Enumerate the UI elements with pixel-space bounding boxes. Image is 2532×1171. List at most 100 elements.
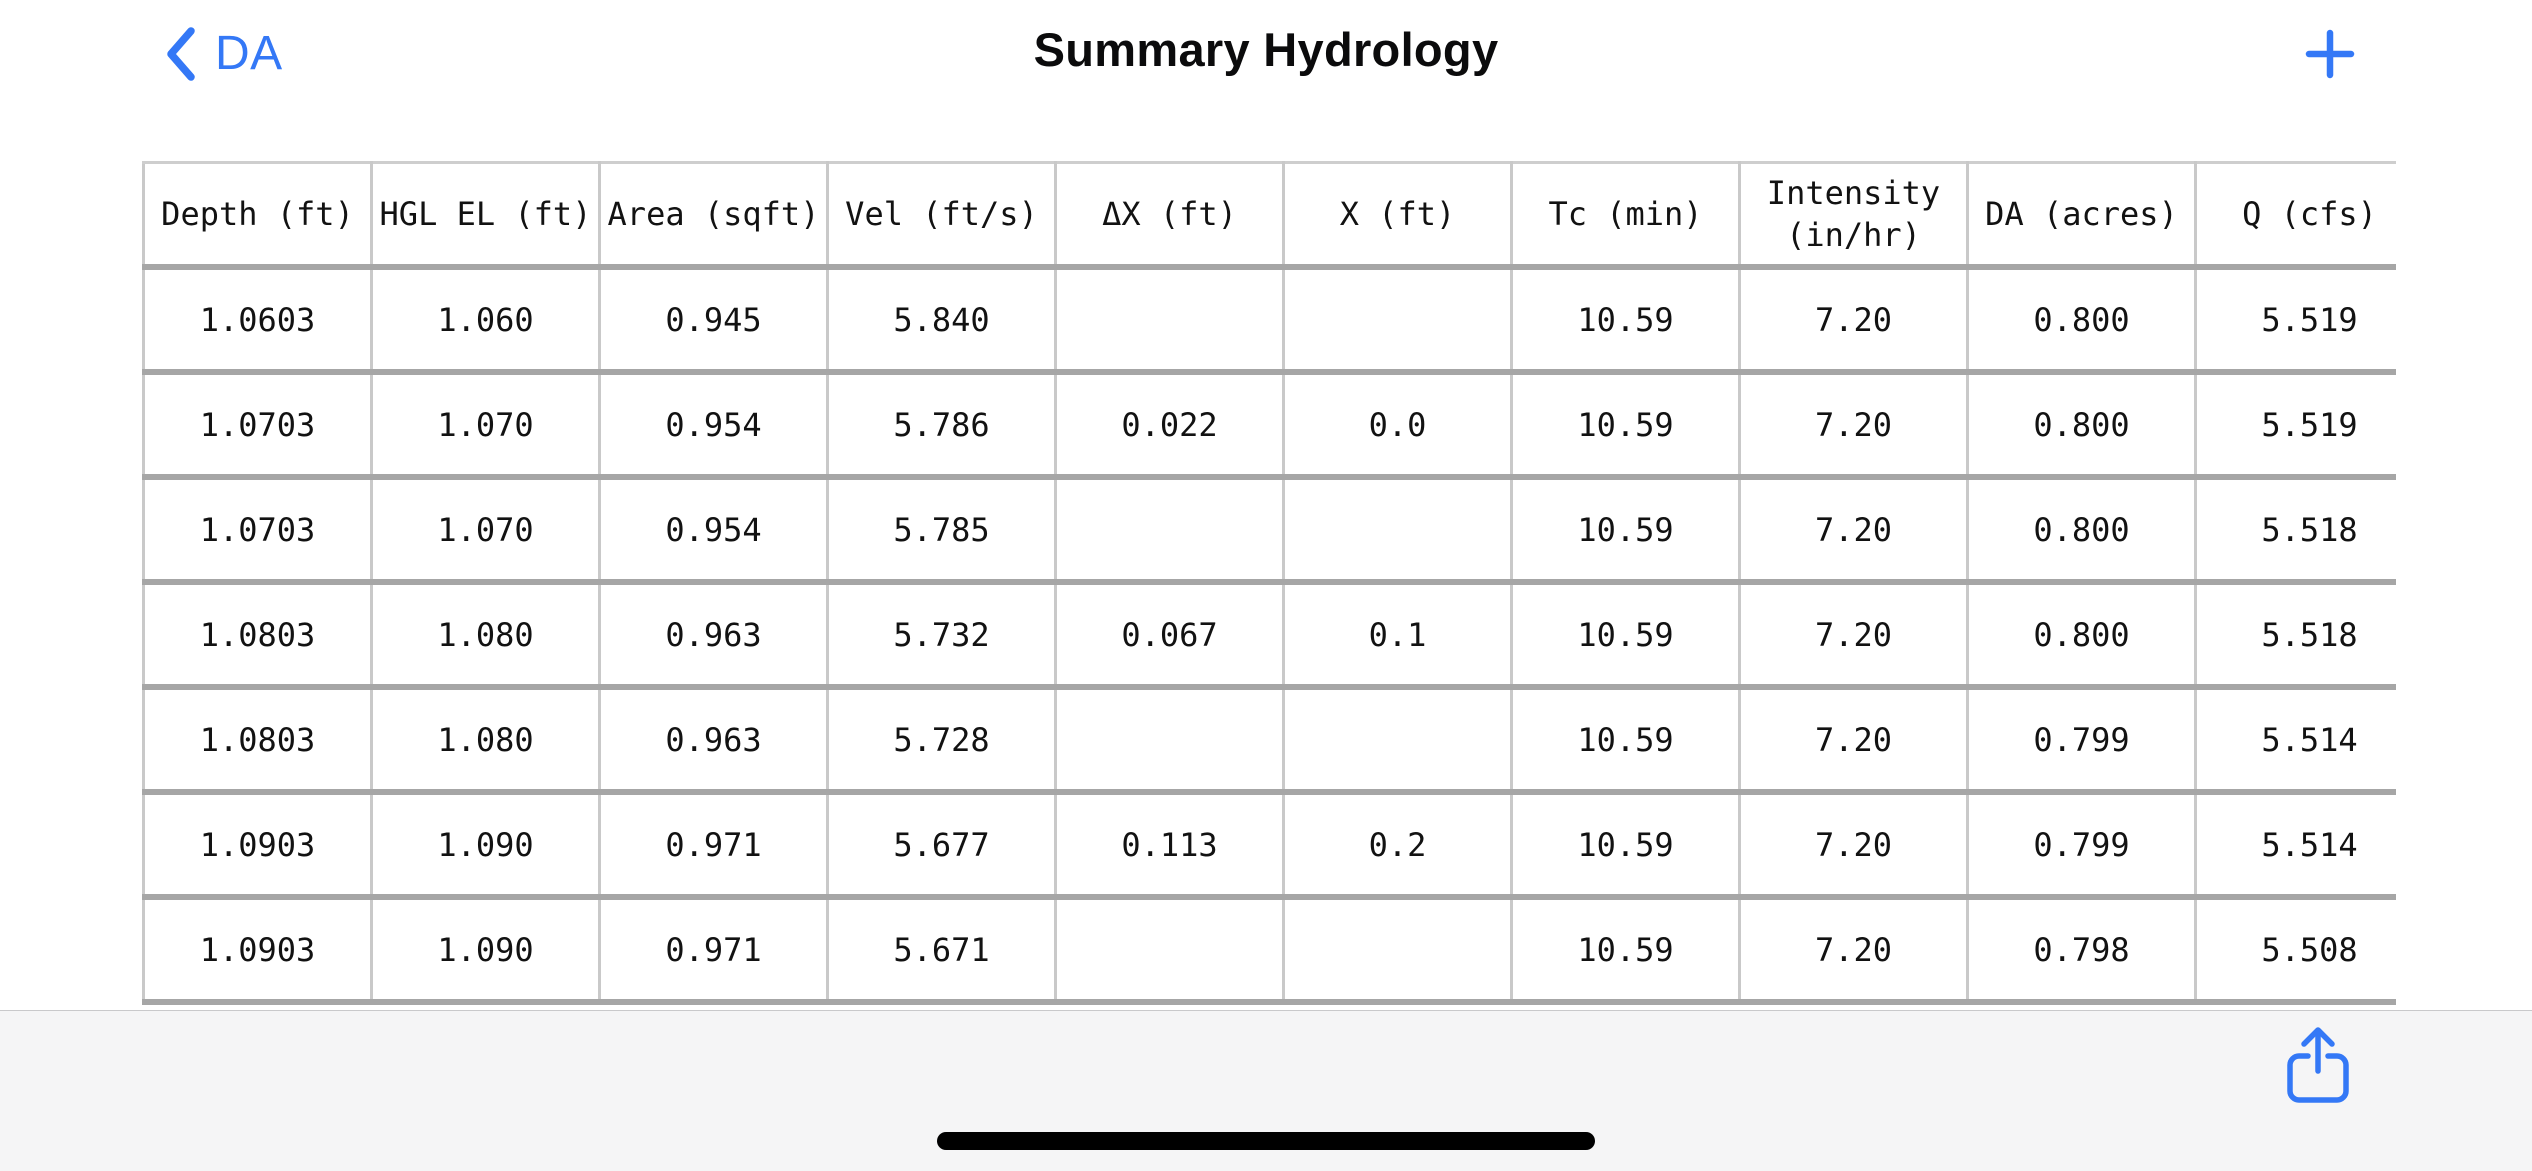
table-cell: 5.518 — [2194, 474, 2396, 585]
table-row: 1.0703 1.070 0.954 5.785 10.59 7.20 0.800 5.518 — [142, 474, 2396, 585]
table-cell: 1.060 — [370, 264, 601, 375]
table-cell: 10.59 — [1510, 579, 1741, 690]
table-cell: 0.798 — [1966, 894, 2197, 1005]
table-cell: 7.20 — [1738, 684, 1969, 795]
table-cell: 0.971 — [598, 789, 829, 900]
plus-icon — [2305, 29, 2355, 79]
table-cell: 10.59 — [1510, 474, 1741, 585]
document-view[interactable]: Depth (ft) HGL EL (ft) Area (sqft) Vel (ft/… — [142, 161, 2396, 1010]
column-header: Depth (ft) — [142, 161, 373, 270]
table-cell: 0.2 — [1282, 789, 1513, 900]
table-cell: 0.800 — [1966, 474, 2197, 585]
table-cell: 5.508 — [2194, 894, 2396, 1005]
table-cell: 5.671 — [826, 894, 1057, 1005]
table-cell — [1282, 264, 1513, 375]
table-cell: 0.799 — [1966, 684, 2197, 795]
table-cell: 5.514 — [2194, 789, 2396, 900]
table-cell: 0.800 — [1966, 369, 2197, 480]
table-cell: 1.0603 — [142, 264, 373, 375]
table-cell — [1054, 894, 1285, 1005]
table-cell: 0.067 — [1054, 579, 1285, 690]
table-cell: 1.090 — [370, 789, 601, 900]
table-cell: 5.519 — [2194, 369, 2396, 480]
navigation-bar: DA Summary Hydrology — [0, 0, 2532, 120]
table-cell: 0.954 — [598, 369, 829, 480]
share-icon — [2287, 1027, 2349, 1103]
column-header: Area (sqft) — [598, 161, 829, 270]
table-cell: 5.519 — [2194, 264, 2396, 375]
table-cell: 1.0903 — [142, 789, 373, 900]
column-header: Tc (min) — [1510, 161, 1741, 270]
table-cell: 5.518 — [2194, 579, 2396, 690]
table-cell: 5.786 — [826, 369, 1057, 480]
table-cell: 1.080 — [370, 579, 601, 690]
table-cell: 7.20 — [1738, 789, 1969, 900]
table-cell: 1.070 — [370, 369, 601, 480]
table-cell: 0.800 — [1966, 579, 2197, 690]
back-button[interactable]: DA — [163, 24, 283, 84]
hydrology-table: Depth (ft) HGL EL (ft) Area (sqft) Vel (ft/… — [142, 161, 2396, 1005]
table-cell: 7.20 — [1738, 369, 1969, 480]
table-cell: 7.20 — [1738, 894, 1969, 1005]
table-cell: 1.080 — [370, 684, 601, 795]
table-cell: 10.59 — [1510, 789, 1741, 900]
table-cell: 10.59 — [1510, 264, 1741, 375]
home-indicator[interactable] — [937, 1132, 1595, 1150]
table-cell: 0.0 — [1282, 369, 1513, 480]
table-row: 1.0803 1.080 0.963 5.728 10.59 7.20 0.799 5.514 — [142, 684, 2396, 795]
add-button[interactable] — [2300, 24, 2360, 84]
table-cell: 1.0803 — [142, 684, 373, 795]
table-row: 1.0903 1.090 0.971 5.671 10.59 7.20 0.798 5.508 — [142, 894, 2396, 1005]
table-cell: 0.963 — [598, 684, 829, 795]
table-cell — [1054, 684, 1285, 795]
page-title: Summary Hydrology — [1033, 23, 1499, 76]
table-row: 1.0803 1.080 0.963 5.732 0.067 0.1 10.59 7.20 0.… — [142, 579, 2396, 690]
table-cell: 1.0703 — [142, 369, 373, 480]
table-row: 1.0603 1.060 0.945 5.840 10.59 7.20 0.800 5.519 — [142, 264, 2396, 375]
table-cell: 0.113 — [1054, 789, 1285, 900]
column-header: ΔX (ft) — [1054, 161, 1285, 270]
table-cell — [1054, 264, 1285, 375]
table-cell: 1.0703 — [142, 474, 373, 585]
table-cell: 10.59 — [1510, 684, 1741, 795]
table-cell — [1282, 684, 1513, 795]
table-cell: 1.0903 — [142, 894, 373, 1005]
table-cell: 1.0803 — [142, 579, 373, 690]
share-button[interactable] — [2283, 1023, 2353, 1107]
table-cell: 0.1 — [1282, 579, 1513, 690]
table-cell: 0.954 — [598, 474, 829, 585]
table-cell — [1282, 894, 1513, 1005]
table-body: 1.0603 1.060 0.945 5.840 10.59 7.20 0.800 5.519… — [142, 264, 2396, 1005]
back-button-label[interactable]: DA — [215, 27, 283, 80]
table-cell: 0.800 — [1966, 264, 2197, 375]
table-cell: 7.20 — [1738, 474, 1969, 585]
table-cell: 10.59 — [1510, 894, 1741, 1005]
table-cell: 1.070 — [370, 474, 601, 585]
table-cell: 0.799 — [1966, 789, 2197, 900]
column-header: Vel (ft/s) — [826, 161, 1057, 270]
table-cell — [1282, 474, 1513, 585]
table-cell: 7.20 — [1738, 264, 1969, 375]
column-header: X (ft) — [1282, 161, 1513, 270]
column-header: Intensity (in/hr) — [1738, 161, 1969, 270]
table-cell: 5.840 — [826, 264, 1057, 375]
table-cell: 1.090 — [370, 894, 601, 1005]
column-header: HGL EL (ft) — [370, 161, 601, 270]
table-cell: 5.785 — [826, 474, 1057, 585]
table-cell: 5.677 — [826, 789, 1057, 900]
column-header: Q (cfs) — [2194, 161, 2396, 270]
table-header-row: Depth (ft) HGL EL (ft) Area (sqft) Vel (ft/… — [142, 161, 2396, 270]
table-cell: 0.971 — [598, 894, 829, 1005]
table-cell — [1054, 474, 1285, 585]
table-cell: 5.728 — [826, 684, 1057, 795]
table-cell: 0.945 — [598, 264, 829, 375]
table-cell: 5.732 — [826, 579, 1057, 690]
table-cell: 0.022 — [1054, 369, 1285, 480]
table-cell: 7.20 — [1738, 579, 1969, 690]
table-cell: 0.963 — [598, 579, 829, 690]
table-cell: 10.59 — [1510, 369, 1741, 480]
table-row: 1.0903 1.090 0.971 5.677 0.113 0.2 10.59 7.20 0.… — [142, 789, 2396, 900]
column-header: DA (acres) — [1966, 161, 2197, 270]
table-header: Depth (ft) HGL EL (ft) Area (sqft) Vel (ft/… — [142, 161, 2396, 270]
